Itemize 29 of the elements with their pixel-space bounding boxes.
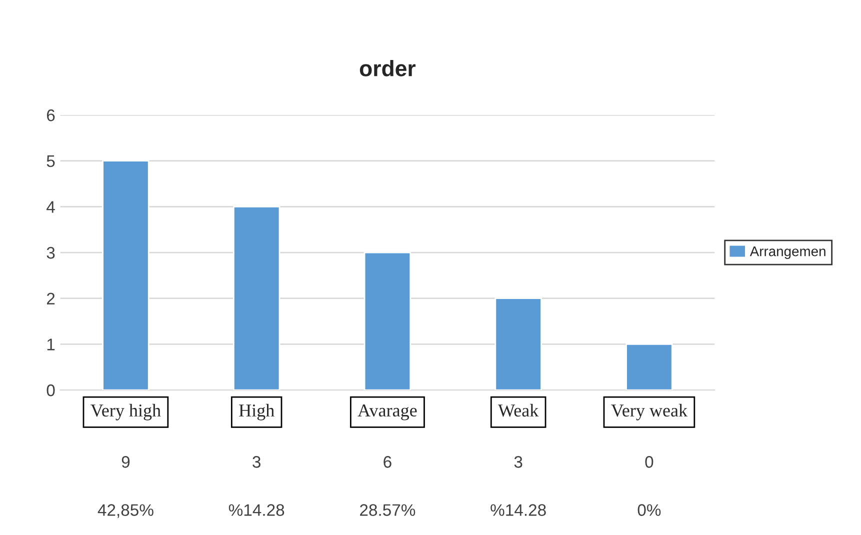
y-tick-label: 6 — [46, 109, 55, 122]
bar — [494, 298, 542, 390]
text: 0 — [645, 456, 654, 468]
y-tick-label: 3 — [46, 246, 55, 259]
text: 6 — [384, 456, 392, 468]
y-tick-label: 2 — [46, 292, 55, 304]
y-tick-label: 1 — [47, 338, 55, 350]
x-tick-label: Avarage — [358, 404, 417, 420]
y-tick-label: 4 — [46, 201, 55, 213]
bar — [102, 160, 150, 390]
text: 9 — [122, 456, 130, 468]
chart-title: order — [360, 60, 416, 76]
x-tick-label: Very weak — [611, 404, 688, 420]
text: 42,85% — [98, 504, 154, 518]
x-tick-label: Very high — [90, 404, 161, 420]
text: 3 — [252, 456, 260, 468]
bar — [364, 252, 412, 390]
text: %14.28 — [228, 504, 284, 516]
text: %14.28 — [490, 504, 546, 516]
x-tick-label: Weak — [498, 404, 539, 417]
text: 28.57% — [360, 504, 416, 516]
text: 0% — [638, 504, 661, 516]
y-tick-label: 0 — [46, 384, 55, 396]
legend-label: Arrangemen — [750, 246, 826, 259]
x-tick-label: High — [239, 404, 274, 420]
bar — [626, 343, 673, 390]
bar — [232, 206, 280, 390]
y-tick-label: 5 — [46, 155, 55, 168]
text: 3 — [514, 456, 522, 468]
